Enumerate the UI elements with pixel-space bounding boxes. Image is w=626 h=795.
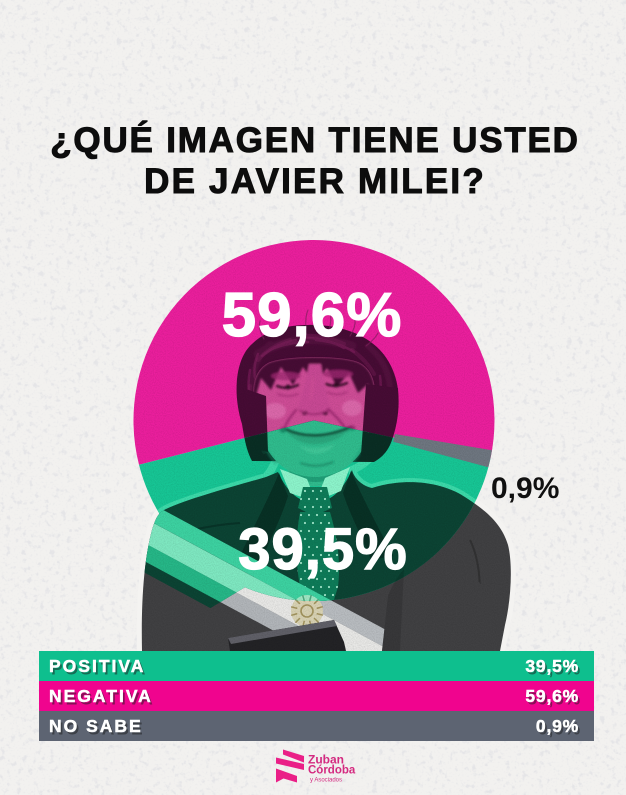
svg-text:NO SABE: NO SABE (49, 716, 143, 736)
svg-text:y Asociados: y Asociados (310, 778, 342, 784)
svg-text:39,5%: 39,5% (525, 656, 579, 676)
svg-text:59,6%: 59,6% (527, 689, 581, 709)
svg-text:0,9%: 0,9% (536, 716, 579, 736)
svg-text:POSITIVA: POSITIVA (51, 659, 147, 679)
svg-text:NEGATIVA: NEGATIVA (51, 689, 155, 709)
svg-text:39,5%: 39,5% (527, 659, 581, 679)
svg-text:NO SABE: NO SABE (51, 719, 145, 739)
svg-text:Córdoba: Córdoba (308, 765, 356, 777)
svg-text:59,6%: 59,6% (222, 281, 403, 350)
svg-text:Zuban: Zuban (308, 753, 344, 767)
svg-text:DE JAVIER MILEI?: DE JAVIER MILEI? (144, 162, 486, 201)
svg-text:0,9%: 0,9% (491, 472, 559, 505)
svg-text:0,9%: 0,9% (538, 719, 581, 739)
svg-text:59,6%: 59,6% (525, 686, 579, 706)
svg-text:39,5%: 39,5% (238, 517, 407, 582)
svg-text:¿QUÉ IMAGEN TIENE USTED: ¿QUÉ IMAGEN TIENE USTED (50, 120, 580, 160)
svg-text:POSITIVA: POSITIVA (49, 656, 145, 676)
svg-text:NEGATIVA: NEGATIVA (49, 686, 153, 706)
